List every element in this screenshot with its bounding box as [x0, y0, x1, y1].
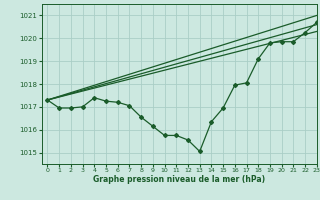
X-axis label: Graphe pression niveau de la mer (hPa): Graphe pression niveau de la mer (hPa)	[93, 175, 265, 184]
